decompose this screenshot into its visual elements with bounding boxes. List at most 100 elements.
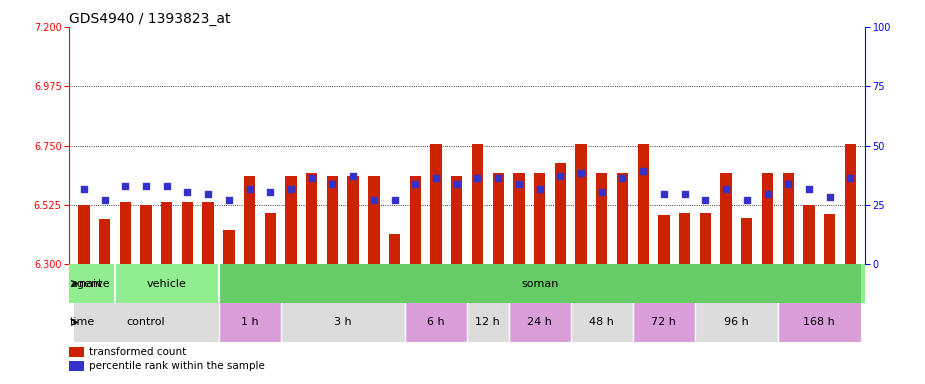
Point: [657, 191, 672, 197]
Text: 1 h: 1 h: [240, 318, 258, 328]
Text: 3 h: 3 h: [334, 318, 352, 328]
Bar: [509, 303, 571, 342]
Bar: [741, 218, 753, 264]
Point: [822, 194, 837, 200]
Bar: [467, 303, 509, 342]
Point: [781, 181, 796, 187]
Bar: [265, 213, 276, 264]
Bar: [571, 303, 633, 342]
Bar: [115, 264, 218, 303]
Point: [595, 189, 610, 195]
Bar: [244, 176, 255, 264]
Bar: [327, 176, 339, 264]
Text: 48 h: 48 h: [589, 318, 614, 328]
Bar: [824, 214, 835, 264]
Point: [304, 175, 319, 182]
Bar: [141, 205, 152, 264]
Bar: [783, 173, 794, 264]
Bar: [596, 173, 608, 264]
Point: [159, 183, 174, 189]
Point: [470, 175, 485, 182]
Point: [698, 197, 713, 203]
Bar: [69, 361, 83, 371]
Point: [325, 181, 339, 187]
Text: percentile rank within the sample: percentile rank within the sample: [89, 361, 265, 371]
Bar: [203, 202, 214, 264]
Bar: [306, 173, 317, 264]
Point: [221, 197, 236, 203]
Point: [512, 181, 526, 187]
Text: 24 h: 24 h: [527, 318, 552, 328]
Point: [532, 186, 547, 192]
Point: [408, 181, 423, 187]
Point: [635, 167, 650, 174]
Bar: [218, 264, 861, 303]
Point: [366, 197, 381, 203]
Bar: [659, 215, 670, 264]
Bar: [637, 144, 649, 264]
Bar: [73, 264, 115, 303]
Bar: [575, 144, 586, 264]
Point: [201, 191, 216, 197]
Point: [615, 175, 630, 182]
Point: [346, 173, 361, 179]
Point: [450, 181, 464, 187]
Point: [574, 170, 588, 176]
Bar: [285, 176, 297, 264]
Text: GDS4940 / 1393823_at: GDS4940 / 1393823_at: [69, 12, 231, 26]
Bar: [451, 176, 462, 264]
Bar: [679, 213, 690, 264]
Point: [739, 197, 754, 203]
Bar: [280, 303, 405, 342]
Point: [263, 189, 278, 195]
Text: control: control: [127, 318, 166, 328]
Text: naive: naive: [79, 278, 109, 288]
Bar: [119, 202, 131, 264]
Bar: [633, 303, 695, 342]
Point: [388, 197, 402, 203]
Bar: [79, 205, 90, 264]
Text: time: time: [70, 318, 95, 328]
Point: [77, 186, 92, 192]
Bar: [388, 234, 401, 264]
Text: 96 h: 96 h: [724, 318, 749, 328]
Bar: [803, 205, 815, 264]
Bar: [695, 303, 778, 342]
Text: 6 h: 6 h: [427, 318, 445, 328]
Bar: [410, 176, 421, 264]
Bar: [348, 176, 359, 264]
Point: [802, 186, 817, 192]
Point: [719, 186, 734, 192]
Bar: [472, 144, 483, 264]
Bar: [534, 173, 546, 264]
Bar: [181, 202, 193, 264]
Bar: [492, 173, 504, 264]
Bar: [368, 176, 379, 264]
Point: [117, 183, 132, 189]
Point: [139, 183, 154, 189]
Text: 12 h: 12 h: [475, 318, 500, 328]
Bar: [555, 163, 566, 264]
Point: [180, 189, 195, 195]
Bar: [69, 347, 83, 358]
Text: transformed count: transformed count: [89, 347, 187, 357]
Bar: [430, 144, 442, 264]
Bar: [218, 303, 280, 342]
Point: [760, 191, 775, 197]
Bar: [721, 173, 732, 264]
Text: agent: agent: [70, 278, 103, 288]
Text: 168 h: 168 h: [804, 318, 835, 328]
Bar: [617, 173, 628, 264]
Bar: [73, 303, 218, 342]
Text: vehicle: vehicle: [147, 278, 187, 288]
Bar: [223, 230, 235, 264]
Point: [97, 197, 112, 203]
Point: [284, 186, 299, 192]
Bar: [762, 173, 773, 264]
Point: [428, 175, 443, 182]
Point: [242, 186, 257, 192]
Point: [677, 191, 692, 197]
Point: [843, 175, 857, 182]
Point: [553, 173, 568, 179]
Bar: [69, 264, 865, 303]
